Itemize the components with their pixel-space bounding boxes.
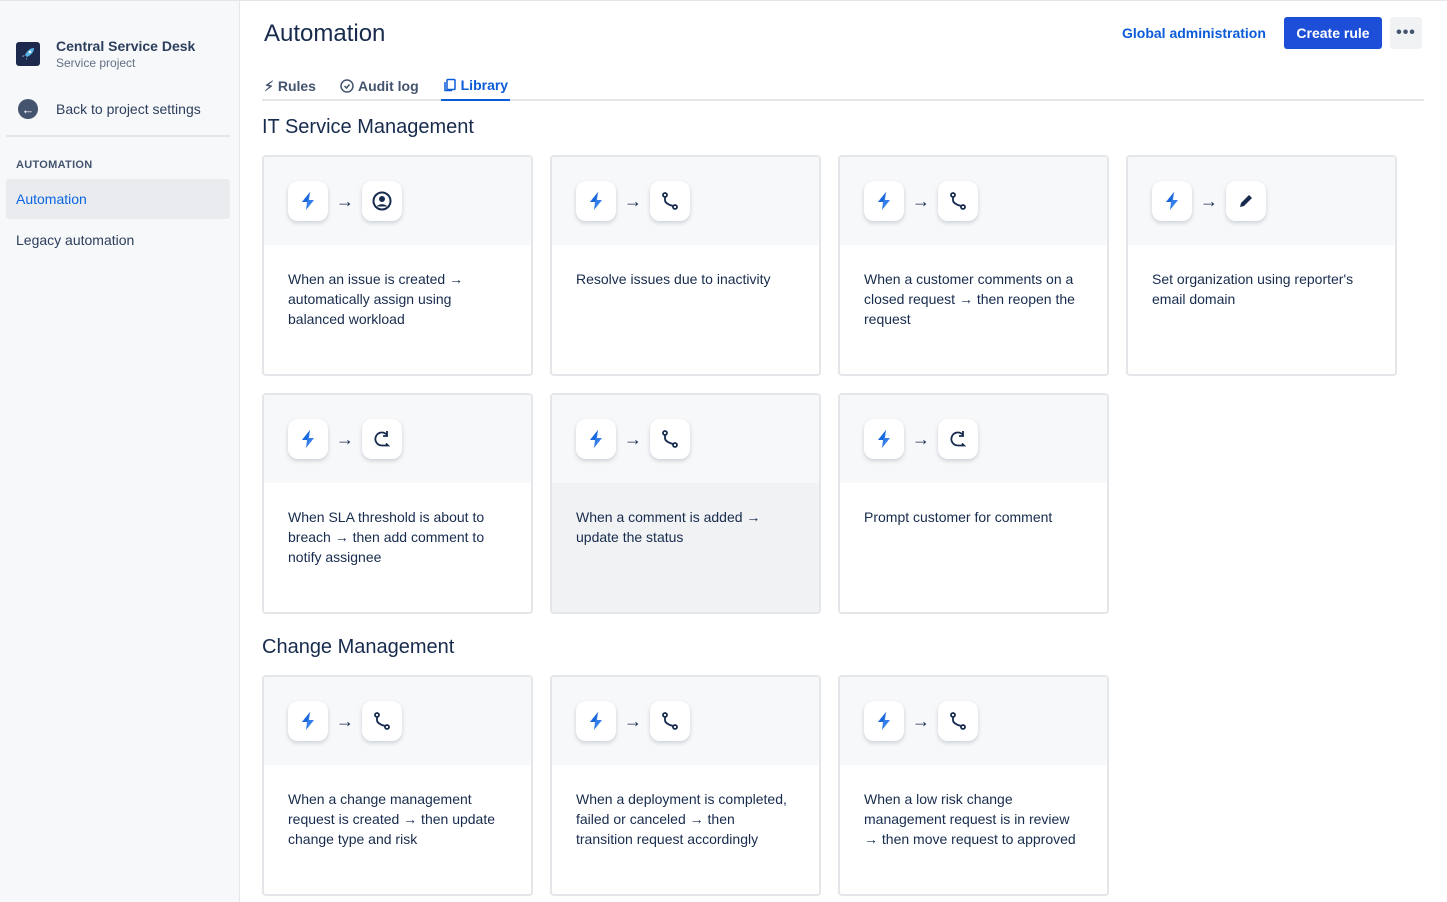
- arrow-right-icon: →: [624, 190, 642, 211]
- card-icons: →: [552, 395, 819, 483]
- section-title: Change Management: [262, 636, 455, 658]
- card-icons: →: [552, 157, 819, 245]
- template-card[interactable]: → When SLA threshold is about to breach →…: [262, 393, 533, 614]
- global-administration-link[interactable]: Global administration: [1122, 25, 1266, 41]
- tab-label: Library: [460, 77, 509, 93]
- arrow-right-icon: →: [912, 428, 930, 449]
- section-title: IT Service Management: [262, 116, 474, 138]
- rocket-icon: [16, 42, 40, 66]
- trigger-bolt-icon: [864, 701, 904, 741]
- branch-icon: [650, 419, 690, 459]
- branch-icon: [362, 701, 402, 741]
- pencil-icon: [1226, 181, 1266, 221]
- card-description: When SLA threshold is about to breach → …: [288, 509, 485, 565]
- trigger-bolt-icon: [288, 701, 328, 741]
- template-card[interactable]: → When a deployment is completed, failed …: [550, 675, 821, 896]
- card-description: Prompt customer for comment: [864, 509, 1053, 525]
- sidebar-item-automation[interactable]: Automation: [6, 179, 230, 219]
- tab-audit-log[interactable]: Audit log: [338, 71, 421, 101]
- template-card[interactable]: → When a low risk change management reque…: [838, 675, 1109, 896]
- template-card[interactable]: → When an issue is created → automaticall…: [262, 155, 533, 376]
- tab-library[interactable]: Library: [440, 71, 511, 101]
- trigger-bolt-icon: [864, 181, 904, 221]
- trigger-bolt-icon: [288, 419, 328, 459]
- copy-icon: [443, 78, 456, 92]
- arrow-left-icon: ←: [18, 99, 38, 119]
- branch-icon: [938, 701, 978, 741]
- template-card[interactable]: → Resolve issues due to inactivity: [550, 155, 821, 376]
- check-circle-icon: [340, 79, 354, 93]
- arrow-right-icon: →: [1200, 190, 1218, 211]
- card-icons: →: [264, 677, 531, 765]
- arrow-right-icon: →: [624, 428, 642, 449]
- template-card[interactable]: → When a comment is added → update the st…: [550, 393, 821, 614]
- bolt-icon: ⚡︎: [264, 77, 274, 94]
- template-card[interactable]: → When a change management request is cre…: [262, 675, 533, 896]
- card-description: When a deployment is completed, failed o…: [576, 791, 787, 847]
- card-description: When a low risk change management reques…: [864, 791, 1076, 847]
- trigger-bolt-icon: [864, 419, 904, 459]
- card-icons: →: [552, 677, 819, 765]
- arrow-right-icon: →: [336, 710, 354, 731]
- card-icons: →: [840, 395, 1107, 483]
- back-to-project-settings[interactable]: ← Back to project settings: [18, 99, 201, 119]
- project-header[interactable]: Central Service Desk Service project: [16, 38, 195, 70]
- arrow-right-icon: →: [336, 190, 354, 211]
- comment-refresh-icon: [938, 419, 978, 459]
- branch-icon: [650, 701, 690, 741]
- section-heading: AUTOMATION: [16, 159, 93, 171]
- card-description: When an issue is created → automatically…: [288, 271, 464, 327]
- comment-refresh-icon: [362, 419, 402, 459]
- trigger-bolt-icon: [576, 419, 616, 459]
- tabs: ⚡︎ Rules Audit log Library: [262, 71, 1424, 101]
- trigger-bolt-icon: [1152, 181, 1192, 221]
- card-icons: →: [840, 677, 1107, 765]
- template-card[interactable]: → Set organization using reporter's email…: [1126, 155, 1397, 376]
- card-description: When a comment is added → update the sta…: [552, 483, 819, 612]
- trigger-bolt-icon: [576, 701, 616, 741]
- card-icons: →: [264, 395, 531, 483]
- create-rule-button[interactable]: Create rule: [1284, 17, 1382, 49]
- divider: [6, 135, 230, 137]
- arrow-right-icon: →: [912, 190, 930, 211]
- card-icons: →: [1128, 157, 1395, 245]
- branch-icon: [938, 181, 978, 221]
- more-actions-button[interactable]: •••: [1390, 17, 1422, 49]
- trigger-bolt-icon: [576, 181, 616, 221]
- trigger-bolt-icon: [288, 181, 328, 221]
- project-type: Service project: [56, 56, 136, 70]
- card-icons: →: [264, 157, 531, 245]
- sidebar: Central Service Desk Service project ← Bac…: [0, 1, 240, 902]
- card-icons: →: [840, 157, 1107, 245]
- tab-rules[interactable]: ⚡︎ Rules: [262, 71, 318, 101]
- sidebar-item-legacy-automation[interactable]: Legacy automation: [16, 232, 135, 248]
- tab-label: Rules: [277, 78, 316, 94]
- card-description: Set organization using reporter's email …: [1152, 271, 1354, 307]
- person-circle-icon: [362, 181, 402, 221]
- page-title: Automation: [264, 20, 386, 47]
- tab-label: Audit log: [357, 78, 419, 94]
- card-description: Resolve issues due to inactivity: [576, 271, 771, 287]
- arrow-right-icon: →: [336, 428, 354, 449]
- template-card[interactable]: → When a customer comments on a closed re…: [838, 155, 1109, 376]
- project-name: Central Service Desk: [56, 38, 196, 54]
- arrow-right-icon: →: [624, 710, 642, 731]
- card-description: When a change management request is crea…: [288, 791, 496, 847]
- card-description: When a customer comments on a closed req…: [864, 271, 1075, 327]
- arrow-right-icon: →: [912, 710, 930, 731]
- template-card[interactable]: → Prompt customer for comment: [838, 393, 1109, 614]
- back-label: Back to project settings: [56, 101, 201, 117]
- branch-icon: [650, 181, 690, 221]
